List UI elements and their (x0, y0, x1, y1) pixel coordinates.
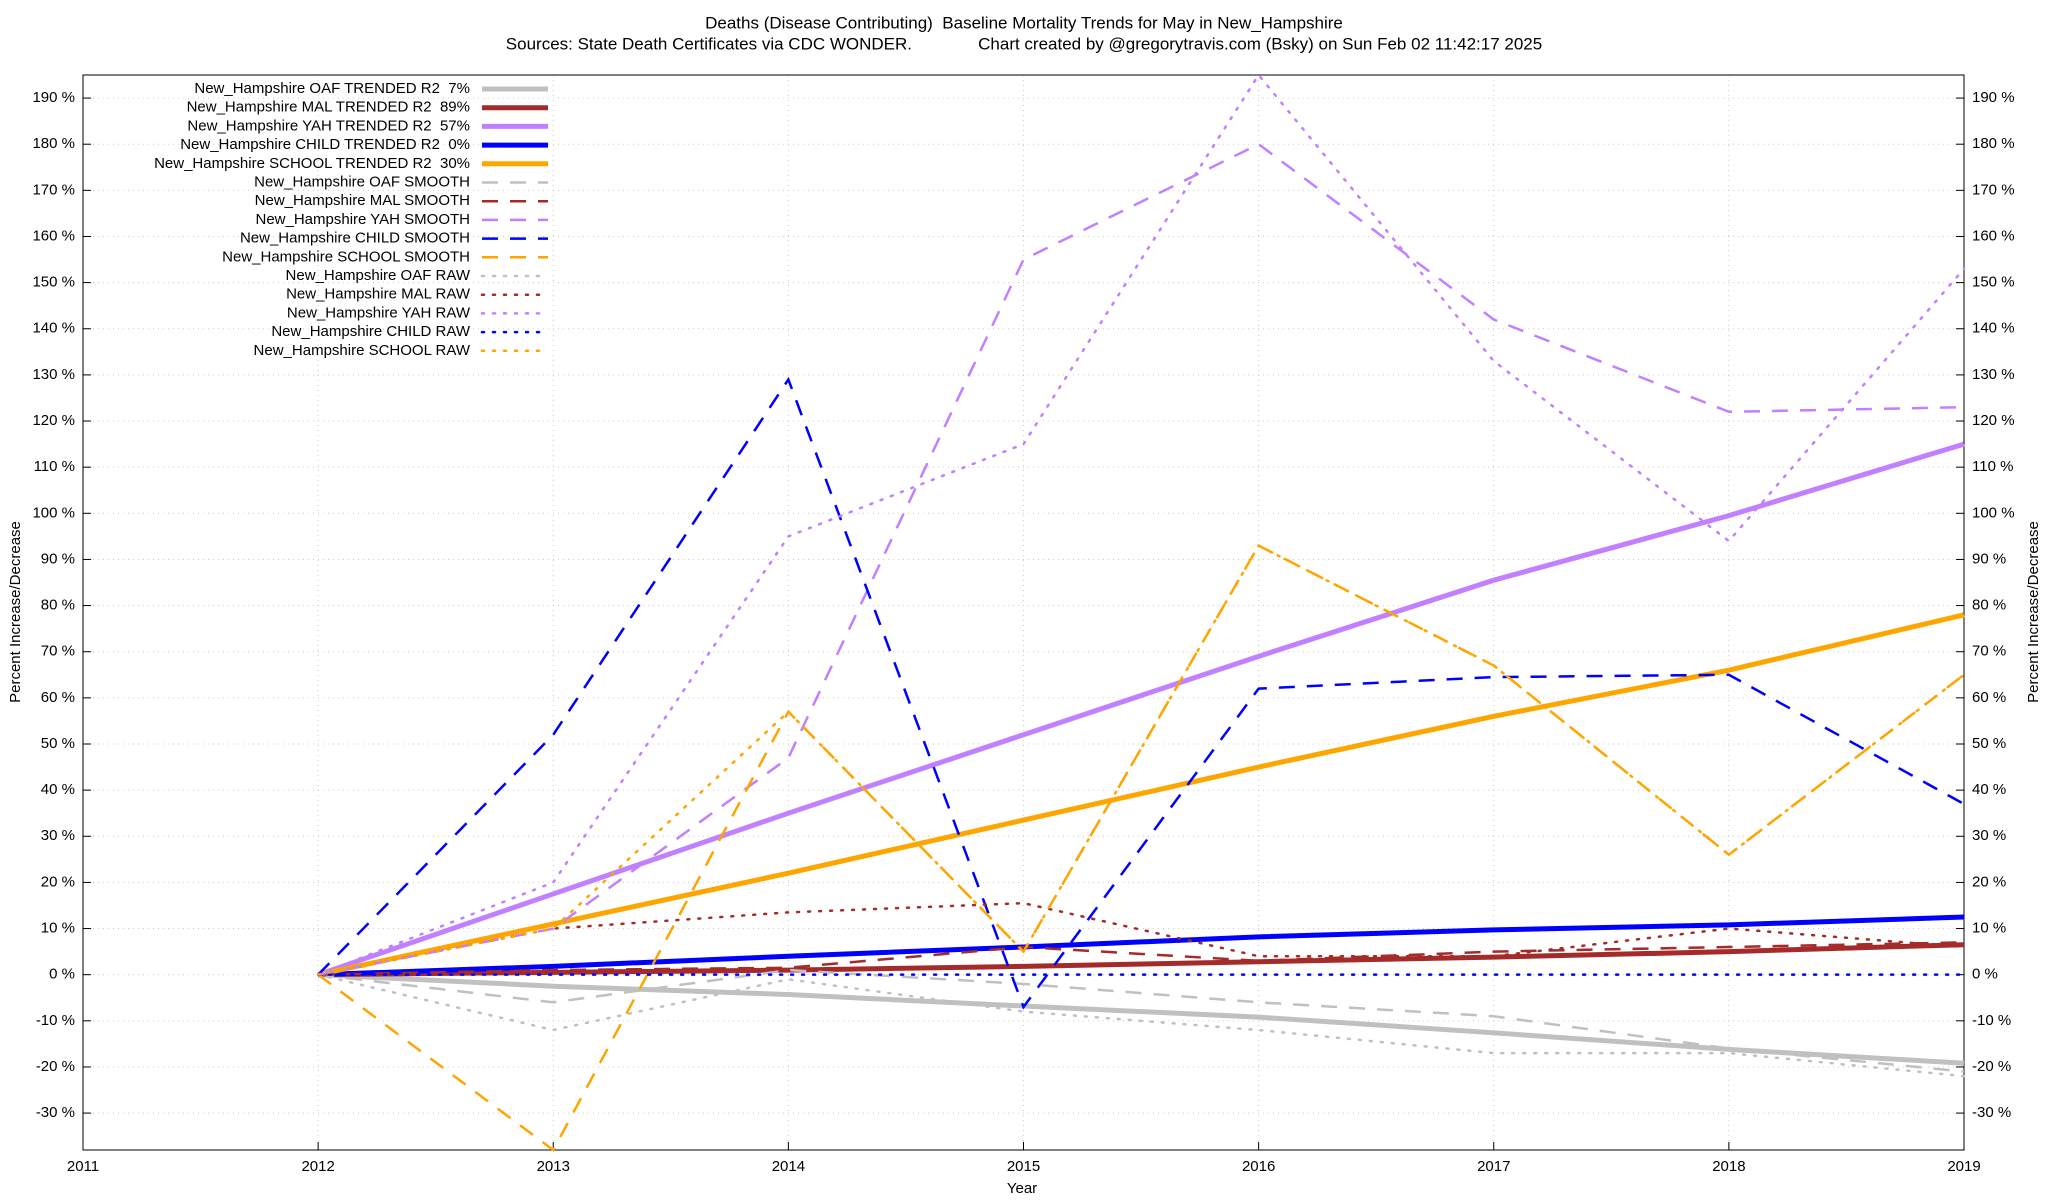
x-tick-label: 2012 (301, 1158, 334, 1175)
x-tick-label: 2013 (537, 1158, 570, 1175)
series-line (318, 942, 1965, 978)
x-axis-label: Year (1007, 1180, 1037, 1197)
y2-tick-label: 30 % (1972, 827, 2006, 844)
x-tick-label: 2019 (1947, 1158, 1980, 1175)
y-tick-label: 110 % (34, 458, 75, 475)
y-tick-label: 80 % (41, 597, 75, 614)
y-tick-label: 30 % (41, 827, 75, 844)
y-tick-label: 140 % (32, 320, 75, 337)
legend-label: New_Hampshire OAF TRENDED R2 7% (194, 80, 470, 97)
y2-tick-label: 10 % (1972, 920, 2006, 937)
y-tick-label: 190 % (32, 89, 75, 106)
y2-axis-label: Percent Increase/Decrease (2025, 521, 2042, 703)
series-line (317, 968, 1965, 1073)
y-tick-label: -20 % (36, 1058, 75, 1075)
series-line (318, 914, 1965, 978)
y2-tick-label: -10 % (1972, 1012, 2011, 1029)
y-tick-label: 40 % (41, 781, 75, 798)
y2-tick-label: 150 % (1972, 274, 2015, 291)
legend-label: New_Hampshire MAL SMOOTH (255, 192, 470, 209)
y-tick-label: 100 % (32, 504, 75, 521)
legend-label: New_Hampshire OAF SMOOTH (254, 173, 470, 190)
y2-tick-label: 140 % (1972, 320, 2015, 337)
x-tick-label: 2018 (1712, 1158, 1745, 1175)
y2-tick-label: 110 % (1972, 458, 2013, 475)
y-tick-label: 10 % (41, 920, 75, 937)
y2-tick-label: 90 % (1972, 550, 2006, 567)
y2-tick-label: 180 % (1972, 135, 2015, 152)
y-tick-label: 60 % (41, 689, 75, 706)
x-tick-label: 2016 (1242, 1158, 1275, 1175)
y2-tick-label: 70 % (1972, 643, 2006, 660)
series-line (316, 72, 1966, 976)
legend-label: New_Hampshire MAL TRENDED R2 89% (187, 99, 470, 116)
series-line (317, 441, 1965, 978)
legend-label: New_Hampshire YAH RAW (287, 304, 471, 321)
series-line (316, 543, 1966, 976)
series-line (317, 612, 1965, 978)
legend-label: New_Hampshire OAF RAW (286, 267, 471, 284)
y2-tick-label: -20 % (1972, 1058, 2011, 1075)
y-tick-label: 170 % (32, 181, 75, 198)
chart-title: Deaths (Disease Contributing) Baseline M… (705, 13, 1343, 32)
series-line (318, 972, 1965, 1066)
y2-tick-label: -30 % (1972, 1104, 2011, 1121)
y-tick-label: 70 % (41, 643, 75, 660)
y-tick-label: 20 % (41, 873, 75, 890)
y2-tick-label: 0 % (1972, 966, 1998, 983)
y2-tick-label: 20 % (1972, 873, 2006, 890)
series-line (318, 941, 1965, 976)
x-tick-label: 2014 (772, 1158, 805, 1175)
y2-tick-label: 170 % (1972, 181, 2015, 198)
y2-tick-label: 40 % (1972, 781, 2006, 798)
y-tick-label: 130 % (32, 366, 75, 383)
legend-label: New_Hampshire CHILD SMOOTH (240, 230, 470, 247)
series-line (317, 376, 1965, 1010)
legend-label: New_Hampshire MAL RAW (286, 286, 471, 303)
y2-tick-label: 160 % (1972, 227, 2015, 244)
y-tick-label: -10 % (36, 1012, 75, 1029)
legend-label: New_Hampshire SCHOOL RAW (254, 342, 471, 359)
y2-tick-label: 50 % (1972, 735, 2006, 752)
legend-label: New_Hampshire YAH SMOOTH (256, 211, 471, 228)
legend-label: New_Hampshire CHILD RAW (271, 323, 470, 340)
series-line (316, 973, 1966, 1078)
chart-subtitle: Sources: State Death Certificates via CD… (506, 34, 1542, 53)
legend-label: New_Hampshire SCHOOL SMOOTH (222, 248, 470, 265)
x-tick-label: 2011 (67, 1158, 99, 1175)
legend-label: New_Hampshire SCHOOL TRENDED R2 30% (154, 155, 470, 172)
y2-tick-label: 60 % (1972, 689, 2006, 706)
y-tick-label: 180 % (32, 135, 75, 152)
y2-tick-label: 100 % (1972, 504, 2015, 521)
y2-tick-label: 120 % (1972, 412, 2015, 429)
legend-label: New_Hampshire YAH TRENDED R2 57% (187, 117, 470, 134)
y2-tick-label: 130 % (1972, 366, 2015, 383)
y-tick-label: 150 % (32, 274, 75, 291)
x-tick-label: 2017 (1477, 1158, 1510, 1175)
y2-tick-label: 190 % (1972, 89, 2015, 106)
legend-label: New_Hampshire CHILD TRENDED R2 0% (180, 136, 470, 153)
y-tick-label: 160 % (32, 227, 75, 244)
y-tick-label: 0 % (49, 966, 75, 983)
y2-tick-label: 80 % (1972, 597, 2006, 614)
series-line (317, 142, 1965, 976)
plot-frame (82, 74, 1965, 1151)
y-tick-label: 50 % (41, 735, 75, 752)
y-tick-label: -30 % (36, 1104, 75, 1121)
y-tick-label: 90 % (41, 550, 75, 567)
y-tick-label: 120 % (32, 412, 75, 429)
x-tick-label: 2015 (1007, 1158, 1040, 1175)
y-axis-label: Percent Increase/Decrease (7, 521, 24, 703)
